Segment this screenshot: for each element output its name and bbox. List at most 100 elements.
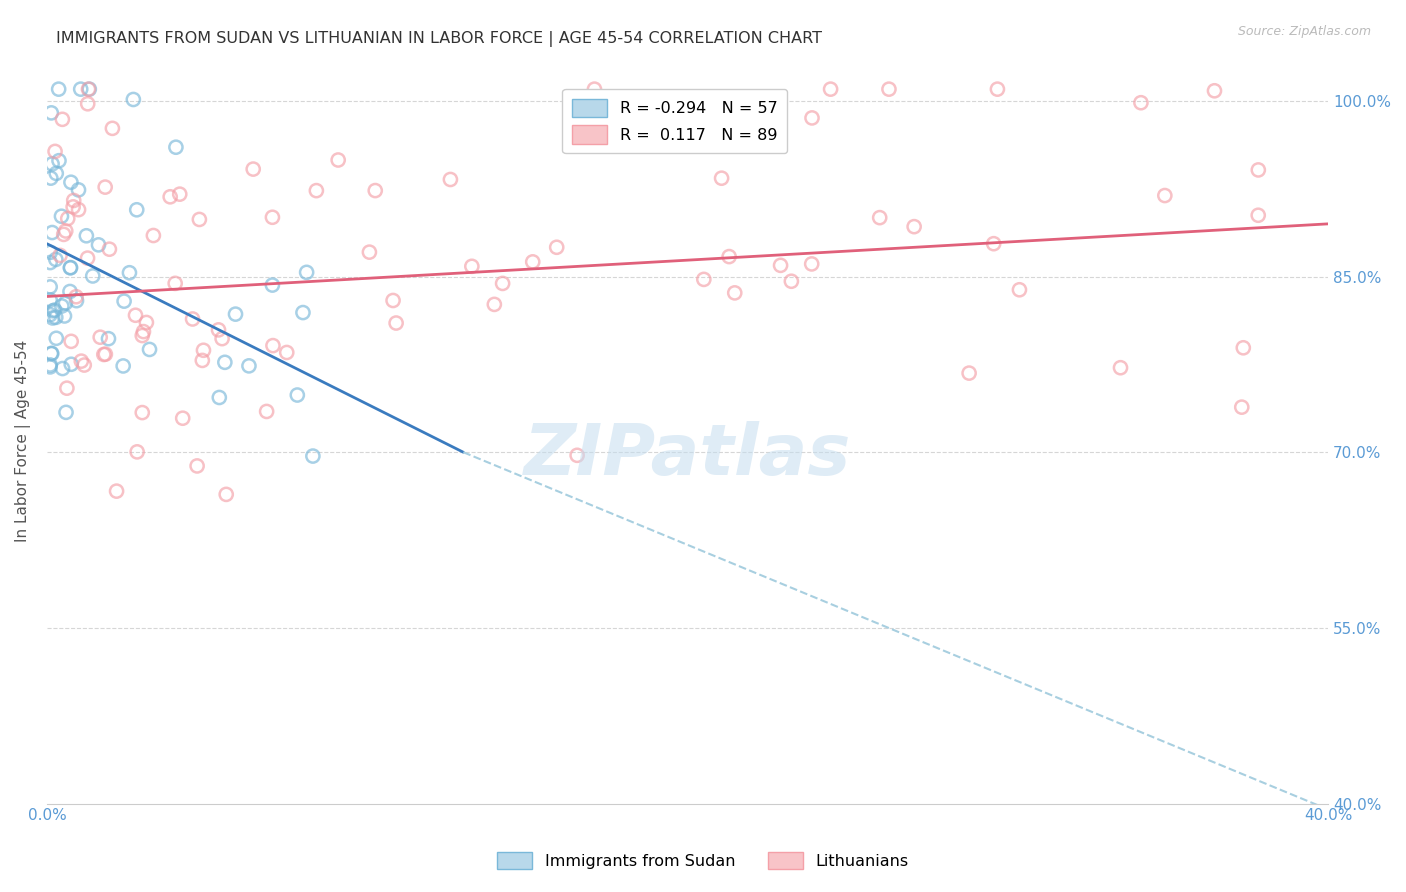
Point <box>724 285 747 300</box>
Point <box>122 93 145 107</box>
Point <box>1232 341 1254 355</box>
Point <box>39 245 62 260</box>
Point <box>55 296 77 310</box>
Point <box>359 245 381 260</box>
Point <box>718 250 741 264</box>
Point <box>262 211 284 225</box>
Point <box>285 388 308 402</box>
Point <box>295 265 318 279</box>
Point <box>583 82 606 96</box>
Point <box>191 353 214 368</box>
Point <box>97 332 120 346</box>
Point <box>39 359 62 374</box>
Point <box>60 357 83 371</box>
Point <box>76 96 98 111</box>
Point <box>710 171 733 186</box>
Point <box>59 285 82 299</box>
Point <box>45 331 67 345</box>
Point <box>89 330 111 344</box>
Point <box>385 316 408 330</box>
Legend: R = -0.294   N = 57, R =  0.117   N = 89: R = -0.294 N = 57, R = 0.117 N = 89 <box>562 89 787 153</box>
Point <box>1129 95 1152 110</box>
Point <box>62 194 84 208</box>
Point <box>188 212 211 227</box>
Point <box>124 308 146 322</box>
Point <box>131 406 153 420</box>
Point <box>39 358 62 372</box>
Point <box>118 266 141 280</box>
Point <box>112 294 135 309</box>
Point <box>669 126 692 140</box>
Point <box>138 343 160 357</box>
Point <box>364 184 387 198</box>
Point <box>39 293 62 307</box>
Point <box>39 255 62 269</box>
Point <box>986 82 1008 96</box>
Point <box>41 310 63 325</box>
Point <box>869 211 891 225</box>
Point <box>76 251 98 265</box>
Point <box>484 297 506 311</box>
Point <box>41 157 63 171</box>
Point <box>172 411 194 425</box>
Point <box>165 140 187 154</box>
Point <box>105 484 128 499</box>
Point <box>461 260 484 274</box>
Point <box>142 228 165 243</box>
Point <box>79 82 101 96</box>
Point <box>82 268 104 283</box>
Point <box>60 334 83 349</box>
Point <box>214 355 236 369</box>
Point <box>522 255 544 269</box>
Point <box>820 82 842 96</box>
Point <box>1230 400 1253 414</box>
Point <box>159 190 181 204</box>
Point <box>439 172 461 186</box>
Point <box>131 328 153 343</box>
Point <box>983 236 1005 251</box>
Text: Source: ZipAtlas.com: Source: ZipAtlas.com <box>1237 25 1371 38</box>
Point <box>62 200 84 214</box>
Point <box>211 332 233 346</box>
Point <box>39 346 62 360</box>
Point <box>39 308 62 322</box>
Point <box>193 343 215 358</box>
Point <box>112 359 135 373</box>
Point <box>75 228 97 243</box>
Point <box>69 82 91 96</box>
Point <box>93 347 115 361</box>
Point <box>1008 283 1031 297</box>
Point <box>1247 208 1270 222</box>
Point <box>546 240 568 254</box>
Point <box>256 404 278 418</box>
Point <box>44 303 66 318</box>
Point <box>48 82 70 96</box>
Point <box>207 323 229 337</box>
Point <box>125 202 148 217</box>
Point <box>94 180 117 194</box>
Point <box>59 260 82 275</box>
Point <box>52 361 75 376</box>
Point <box>491 277 513 291</box>
Point <box>49 248 72 262</box>
Point <box>39 106 62 120</box>
Point <box>42 303 65 318</box>
Point <box>215 487 238 501</box>
Point <box>73 358 96 372</box>
Text: IMMIGRANTS FROM SUDAN VS LITHUANIAN IN LABOR FORCE | AGE 45-54 CORRELATION CHART: IMMIGRANTS FROM SUDAN VS LITHUANIAN IN L… <box>56 31 823 47</box>
Point <box>780 274 803 288</box>
Point <box>51 299 73 313</box>
Point <box>181 312 204 326</box>
Point <box>800 257 823 271</box>
Point <box>135 316 157 330</box>
Point <box>101 121 124 136</box>
Point <box>903 219 925 234</box>
Point <box>55 405 77 419</box>
Point <box>94 347 117 361</box>
Point <box>208 391 231 405</box>
Point <box>1247 163 1270 178</box>
Point <box>291 305 314 319</box>
Point <box>565 448 588 462</box>
Point <box>39 280 62 294</box>
Point <box>51 209 73 223</box>
